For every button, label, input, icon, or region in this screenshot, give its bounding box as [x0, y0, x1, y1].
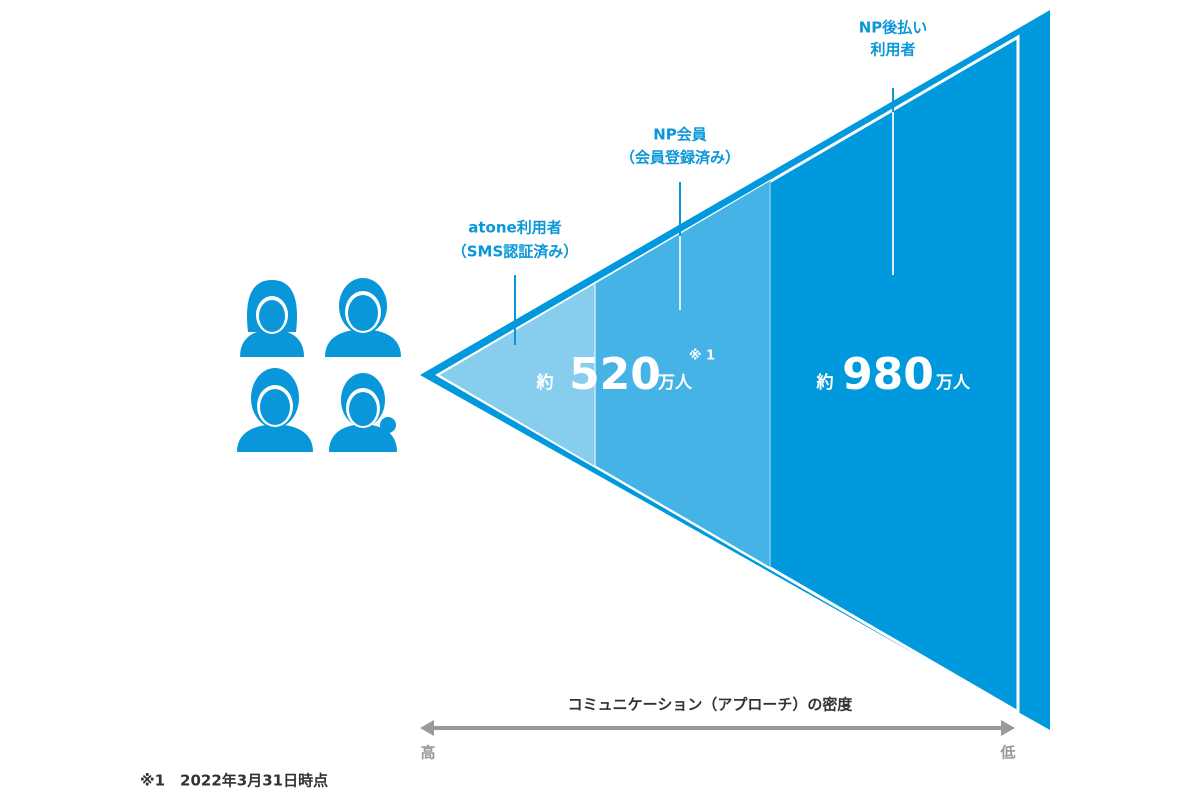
icon-face: [349, 392, 377, 426]
funnel-light: [440, 284, 595, 466]
icon-body: [240, 329, 304, 357]
icon-body: [237, 424, 313, 452]
prefix: 約: [536, 372, 554, 393]
label: NP会員: [653, 126, 707, 144]
icon-body: [329, 424, 397, 452]
footnote: ※1 2022年3月31日時点: [140, 772, 328, 790]
funnel-mid: [440, 181, 770, 567]
prefix: 約: [816, 372, 834, 393]
icon-hair-tie: [380, 417, 396, 433]
arrow-head: [420, 720, 434, 736]
figure-number: 520: [569, 349, 661, 400]
icon-body: [325, 329, 401, 357]
label: NP後払い: [859, 19, 928, 37]
label: 利用者: [870, 41, 915, 59]
unit: 万人: [935, 373, 971, 393]
people-icons: [237, 278, 401, 452]
label: （SMS認証済み）: [452, 243, 579, 261]
axis-title: コミュニケーション（アプローチ）の密度: [568, 696, 853, 714]
axis-low: 低: [999, 744, 1015, 762]
figure-number: 980: [842, 349, 934, 400]
note: ※ 1: [689, 349, 715, 364]
icon-face: [348, 295, 378, 331]
icon-face: [260, 389, 290, 425]
label: （会員登録済み）: [620, 149, 740, 167]
unit: 万人: [657, 373, 693, 393]
axis-high: 高: [420, 744, 435, 762]
icon-face: [259, 300, 285, 332]
label: atone利用者: [468, 219, 561, 237]
arrow-head: [1001, 720, 1015, 736]
